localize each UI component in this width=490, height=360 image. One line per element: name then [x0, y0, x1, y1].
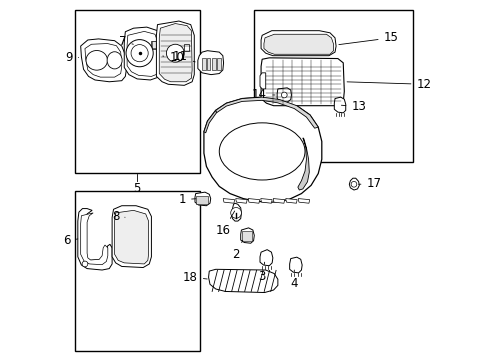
Polygon shape — [236, 199, 247, 203]
Polygon shape — [241, 228, 254, 243]
Polygon shape — [223, 199, 235, 203]
Polygon shape — [209, 269, 278, 293]
Text: 17: 17 — [359, 177, 381, 190]
Polygon shape — [81, 39, 126, 82]
Circle shape — [131, 45, 148, 62]
Polygon shape — [273, 199, 285, 203]
Polygon shape — [198, 51, 223, 75]
Polygon shape — [261, 199, 272, 203]
Polygon shape — [260, 73, 266, 89]
Polygon shape — [277, 88, 292, 102]
Polygon shape — [261, 58, 344, 106]
Text: 6: 6 — [63, 234, 78, 247]
Polygon shape — [286, 199, 297, 203]
Circle shape — [82, 261, 88, 267]
Polygon shape — [298, 138, 309, 190]
Polygon shape — [349, 178, 359, 190]
Polygon shape — [159, 23, 192, 82]
Circle shape — [167, 44, 184, 62]
Polygon shape — [81, 213, 108, 265]
Text: 4: 4 — [291, 270, 298, 290]
Bar — [212, 58, 216, 70]
Polygon shape — [204, 97, 322, 202]
Text: 15: 15 — [339, 31, 398, 45]
Circle shape — [231, 207, 242, 218]
Polygon shape — [260, 249, 273, 266]
Text: 18: 18 — [183, 271, 207, 284]
Bar — [75, 191, 200, 351]
Polygon shape — [127, 31, 160, 76]
Polygon shape — [78, 208, 112, 270]
Polygon shape — [204, 111, 217, 133]
Polygon shape — [216, 97, 318, 128]
Circle shape — [126, 40, 153, 67]
Polygon shape — [248, 199, 260, 203]
Text: 5: 5 — [133, 182, 141, 195]
Polygon shape — [261, 31, 336, 56]
Circle shape — [351, 181, 357, 187]
Bar — [217, 58, 220, 70]
Ellipse shape — [86, 50, 107, 70]
Bar — [202, 58, 206, 70]
Polygon shape — [264, 34, 334, 54]
Text: 14: 14 — [252, 89, 275, 102]
Polygon shape — [298, 199, 310, 203]
Polygon shape — [112, 206, 151, 267]
Text: 9: 9 — [65, 51, 78, 64]
Polygon shape — [85, 44, 122, 77]
Text: 3: 3 — [258, 262, 266, 283]
Text: 8: 8 — [112, 210, 125, 223]
Polygon shape — [124, 27, 163, 80]
Text: 10: 10 — [163, 51, 184, 64]
Bar — [196, 196, 208, 204]
Bar — [184, 44, 189, 51]
Bar — [75, 10, 200, 173]
Text: 7: 7 — [119, 35, 133, 48]
Ellipse shape — [107, 52, 122, 69]
Polygon shape — [115, 210, 148, 264]
Polygon shape — [334, 97, 346, 113]
Bar — [242, 231, 252, 242]
Text: 11: 11 — [173, 50, 195, 63]
Polygon shape — [156, 21, 194, 85]
Bar — [151, 41, 158, 49]
Text: 12: 12 — [347, 78, 432, 91]
Polygon shape — [290, 257, 302, 273]
Text: 1: 1 — [178, 193, 196, 206]
Bar — [152, 41, 157, 48]
Text: 13: 13 — [342, 100, 367, 113]
Circle shape — [281, 92, 287, 98]
Ellipse shape — [220, 123, 305, 180]
Polygon shape — [231, 203, 242, 221]
Polygon shape — [195, 192, 211, 206]
Text: 2: 2 — [232, 240, 243, 261]
Bar — [254, 10, 413, 162]
Text: 16: 16 — [216, 211, 235, 237]
Bar — [207, 58, 210, 70]
